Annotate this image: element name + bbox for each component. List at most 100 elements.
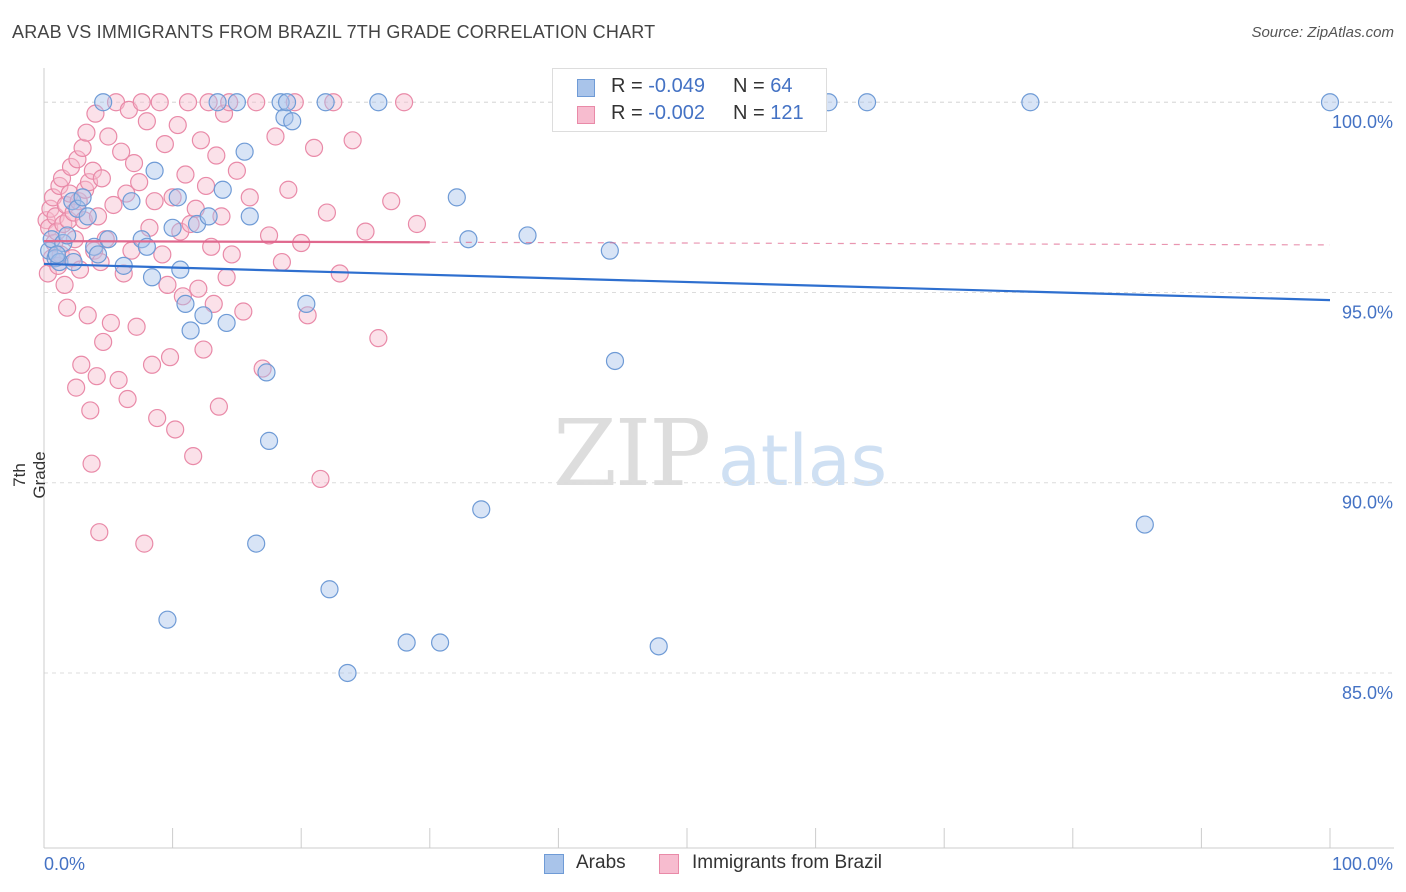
brazil-point xyxy=(81,401,100,420)
legend-swatch-arabs xyxy=(577,79,595,97)
legend-label-arabs: Arabs xyxy=(576,852,626,873)
brazil-point xyxy=(234,302,253,321)
brazil-point xyxy=(137,112,156,131)
brazil-point xyxy=(189,279,208,298)
arabs-point xyxy=(68,199,87,218)
brazil-point xyxy=(394,93,414,112)
brazil-point xyxy=(212,207,231,226)
legend-swatch-brazil xyxy=(577,106,595,124)
arabs-point xyxy=(259,431,279,450)
arabs-point xyxy=(316,93,335,112)
brazil-point xyxy=(132,93,151,112)
brazil-point xyxy=(176,165,195,184)
arabs-point xyxy=(176,294,195,314)
brazil-point xyxy=(145,192,164,211)
y-tick-label: 90.0% xyxy=(1342,493,1393,513)
arabs-point xyxy=(447,188,466,207)
arabs-point xyxy=(605,351,625,371)
brazil-point xyxy=(317,203,337,222)
x-tick-labels: 0.0% 100.0% xyxy=(44,854,1393,874)
arabs-point xyxy=(163,218,182,237)
brazil-point xyxy=(114,264,133,283)
arabs-point xyxy=(518,226,537,245)
arabs-point xyxy=(857,93,877,112)
y-tick-label: 100.0% xyxy=(1332,112,1393,132)
arabs-point xyxy=(430,633,450,652)
legend-swatch-brazil-bottom xyxy=(659,854,679,874)
brazil-point xyxy=(61,157,81,177)
x-tick-label-min: 0.0% xyxy=(44,854,85,874)
arabs-point xyxy=(142,268,162,287)
brazil-point xyxy=(68,150,87,169)
arabs-point xyxy=(194,306,213,325)
arabs-point xyxy=(217,313,236,333)
legend-label-brazil: Immigrants from Brazil xyxy=(692,852,883,873)
brazil-point xyxy=(77,123,96,142)
arabs-point xyxy=(158,610,177,629)
source-label: Source: ZipAtlas.com xyxy=(1251,24,1394,41)
arabs-point xyxy=(235,142,254,161)
brazil-point xyxy=(407,214,427,234)
y-tick-label: 95.0% xyxy=(1342,302,1393,322)
brazil-point xyxy=(207,146,226,165)
brazil-point xyxy=(58,298,77,317)
arabs-point xyxy=(94,93,113,112)
brazil-point xyxy=(227,161,246,180)
arabs-point xyxy=(257,363,276,382)
brazil-trend-line-dashed xyxy=(429,241,1331,246)
brazil-point xyxy=(158,275,177,294)
brazil-point xyxy=(311,469,330,489)
brazil-point xyxy=(168,115,187,135)
brazil-point xyxy=(72,355,91,374)
arabs-point xyxy=(338,663,357,683)
arabs-point xyxy=(137,237,156,256)
brazil-point xyxy=(130,173,149,192)
brazil-point xyxy=(124,154,144,173)
brazil-point xyxy=(285,93,304,112)
brazil-point xyxy=(88,207,108,226)
brazil-point xyxy=(112,142,131,161)
arabs-point xyxy=(472,500,491,519)
arabs-point xyxy=(58,226,77,245)
brazil-point xyxy=(247,93,266,112)
brazil-point xyxy=(148,408,167,428)
brazil-point xyxy=(222,245,241,264)
arabs-point xyxy=(247,534,266,553)
brazil-point xyxy=(272,252,292,272)
brazil-point xyxy=(127,317,146,336)
arabs-point xyxy=(168,188,187,207)
arabs-point xyxy=(88,245,108,264)
trend-lines xyxy=(43,240,1331,302)
brazil-point xyxy=(153,245,172,264)
arabs-point xyxy=(297,294,316,314)
y-tick-label: 85.0% xyxy=(1342,683,1393,703)
brazil-point xyxy=(343,131,362,150)
arabs-point xyxy=(47,245,66,264)
watermark-zip: ZIP xyxy=(553,400,711,507)
gridlines xyxy=(44,101,1394,674)
brazil-point xyxy=(279,180,298,199)
brazil-trend-line xyxy=(43,240,430,244)
brazil-point xyxy=(178,93,198,112)
brazil-point xyxy=(99,127,118,146)
arabs-point xyxy=(73,188,92,207)
legend-row-brazil: R = -0.002 N = 121 xyxy=(553,102,826,130)
brazil-point xyxy=(184,446,203,466)
brazil-point xyxy=(217,268,236,287)
arabs-point xyxy=(459,230,478,249)
brazil-point xyxy=(259,226,279,245)
watermark-atlas: atlas xyxy=(718,420,888,502)
arabs-point xyxy=(369,93,388,112)
brazil-point xyxy=(196,176,216,196)
arabs-point xyxy=(649,637,668,656)
y-axis-label: 7th Grade xyxy=(10,451,49,499)
chart-title: ARAB VS IMMIGRANTS FROM BRAZIL 7TH GRADE… xyxy=(12,22,656,42)
brazil-point xyxy=(90,523,109,542)
brazil-point xyxy=(104,195,123,215)
correlation-legend: R = -0.049 N = 64 R = -0.002 N = 121 xyxy=(552,68,827,132)
legend-n-brazil: N = 121 xyxy=(733,102,804,124)
brazil-point xyxy=(73,138,92,158)
arabs-point xyxy=(271,93,290,112)
brazil-point xyxy=(150,93,169,112)
